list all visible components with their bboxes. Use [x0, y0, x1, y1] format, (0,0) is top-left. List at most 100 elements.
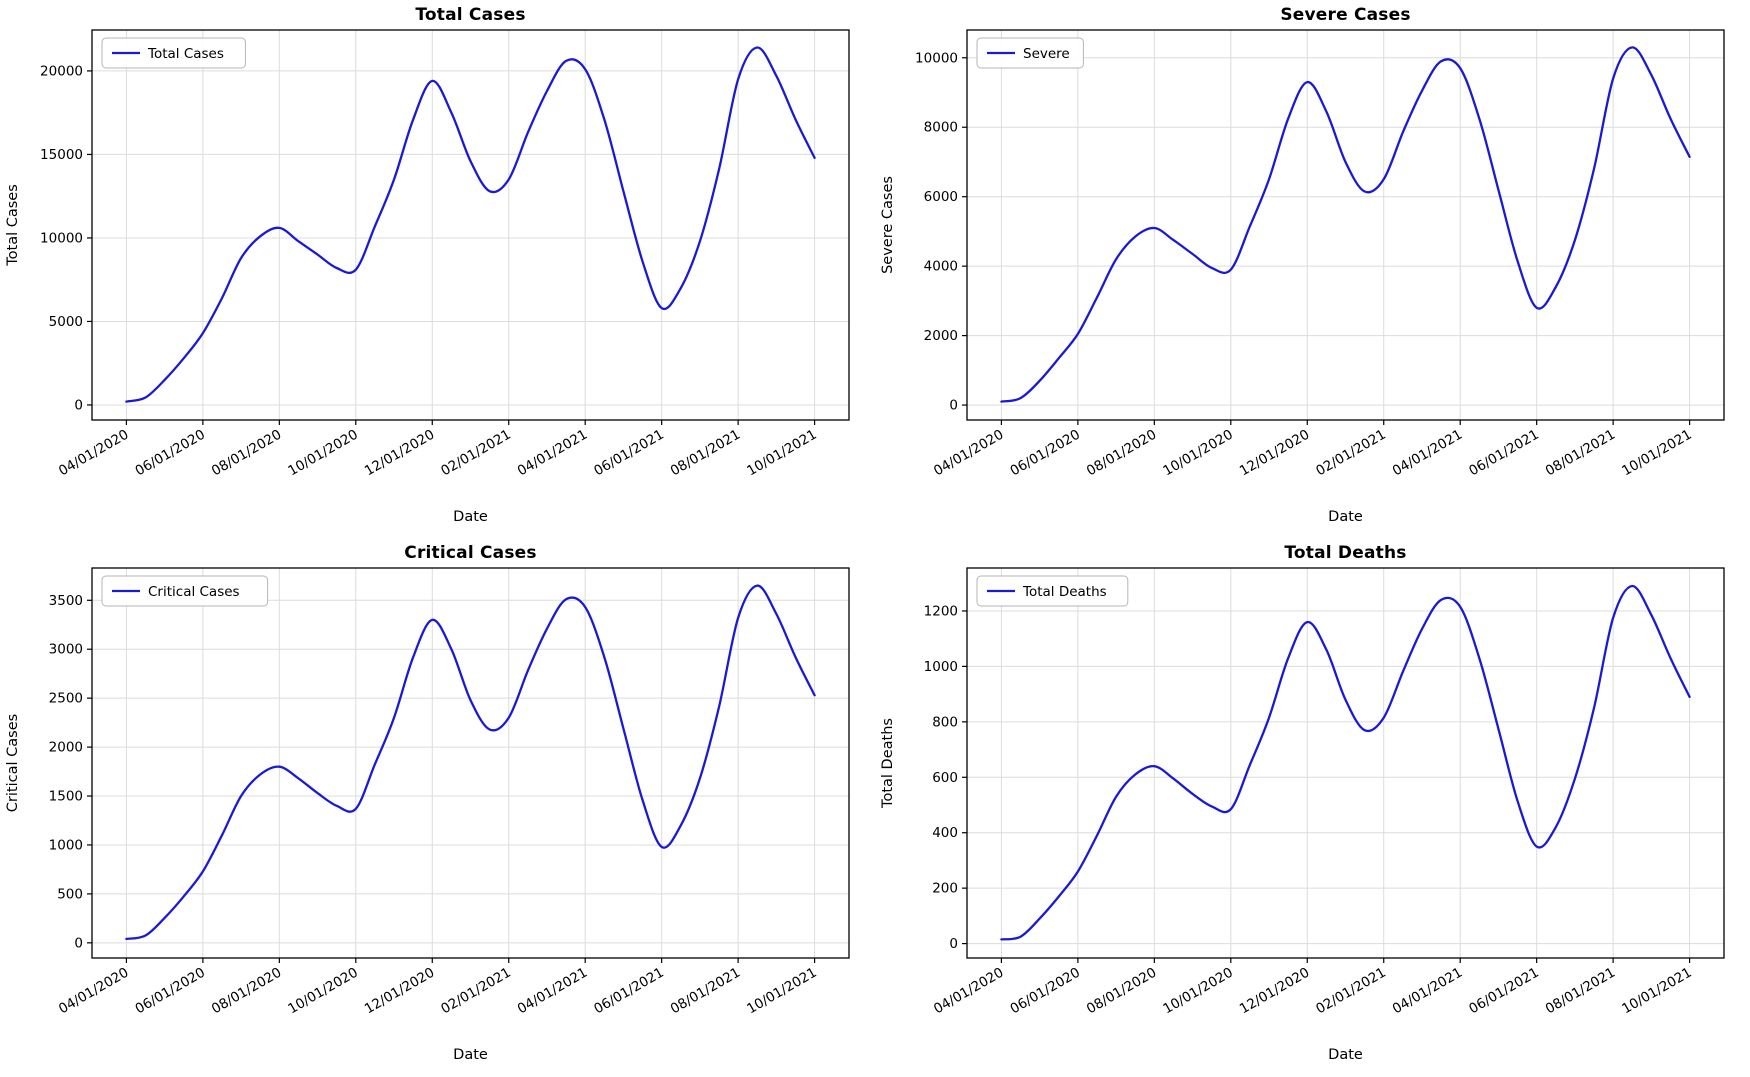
line-series — [1000, 584, 1691, 941]
y-tick-label: 2500 — [49, 691, 83, 707]
legend-label: Total Cases — [147, 46, 224, 62]
x-tick-label: 08/01/2021 — [668, 965, 743, 1018]
x-tick-label: 06/01/2021 — [591, 965, 666, 1018]
plot-area — [967, 568, 1724, 958]
chart-total-deaths: Total Deaths 04/01/2020 06/01/2020 08/01/2… — [875, 538, 1750, 1076]
y-tick-label: 5000 — [49, 314, 83, 330]
x-tick-label: 10/01/2021 — [744, 965, 819, 1018]
legend-box — [976, 575, 1129, 607]
x-tick-label: 08/01/2021 — [1543, 965, 1618, 1018]
legend-box — [101, 37, 246, 69]
y-axis-label: Total Deaths — [880, 718, 896, 809]
x-tick-label: 04/01/2020 — [56, 965, 131, 1018]
x-tick-label: 06/01/2021 — [1466, 965, 1541, 1018]
y-tick-label: 3500 — [49, 593, 83, 609]
y-tick-label: 1500 — [49, 789, 83, 805]
y-tick-label: 400 — [932, 825, 958, 841]
x-tick-label: 10/01/2020 — [285, 965, 360, 1018]
y-tick-label: 10000 — [915, 50, 958, 66]
y-tick-label: 0 — [949, 398, 958, 414]
chart-canvas: 04/01/2020 06/01/2020 08/01/2020 10/01/2020… — [880, 567, 1725, 1063]
chart-severe-cases: Severe Cases 04/01/2020 06/01/2020 08/01/2… — [875, 0, 1750, 538]
y-tick-label: 3000 — [49, 642, 83, 658]
y-tick-label: 2000 — [49, 740, 83, 756]
x-tick-label: 08/01/2020 — [1084, 427, 1159, 480]
chart-total-cases: Total Cases 04/01/2020 06/01/2020 08/01/20… — [0, 0, 875, 538]
x-axis-label: Date — [453, 509, 488, 525]
x-tick-label: 10/01/2020 — [285, 427, 360, 480]
x-tick-label: 08/01/2021 — [1543, 427, 1618, 480]
x-axis-label: Date — [453, 1047, 488, 1063]
x-tick-label: 04/01/2021 — [1390, 965, 1465, 1018]
x-tick-label: 06/01/2020 — [1008, 427, 1083, 480]
line-series — [125, 46, 816, 403]
x-tick-label: 06/01/2020 — [1008, 965, 1083, 1018]
legend-label: Total Deaths — [1022, 584, 1107, 600]
y-tick-label: 8000 — [924, 120, 958, 136]
x-tick-label: 06/01/2021 — [591, 427, 666, 480]
legend-label: Critical Cases — [148, 584, 240, 600]
x-tick-label: 02/01/2021 — [1313, 427, 1388, 480]
x-tick-label: 06/01/2020 — [133, 965, 208, 1018]
x-tick-label: 12/01/2020 — [1237, 965, 1312, 1018]
y-tick-label: 600 — [932, 770, 958, 786]
plot-border — [966, 29, 1725, 421]
legend-box — [976, 37, 1084, 69]
x-tick-label: 12/01/2020 — [362, 427, 437, 480]
x-tick-label: 10/01/2021 — [1619, 427, 1694, 480]
x-tick-label: 10/01/2020 — [1160, 965, 1235, 1018]
y-tick-label: 0 — [74, 397, 83, 413]
y-tick-label: 15000 — [40, 147, 83, 163]
chart-canvas: 04/01/2020 06/01/2020 08/01/2020 10/01/2020… — [5, 567, 850, 1063]
y-axis-label: Severe Cases — [880, 176, 896, 274]
x-tick-label: 08/01/2020 — [1084, 965, 1159, 1018]
y-tick-label: 1000 — [924, 659, 958, 675]
line-series — [1000, 46, 1691, 403]
x-tick-label: 10/01/2021 — [1619, 965, 1694, 1018]
x-tick-label: 04/01/2020 — [56, 427, 131, 480]
chart-critical-cases: Critical Cases 04/01/2020 06/01/2020 08/01… — [0, 538, 875, 1076]
plot-area — [92, 568, 849, 958]
plot-border — [91, 29, 850, 421]
y-tick-label: 0 — [74, 935, 83, 951]
x-tick-label: 12/01/2020 — [1237, 427, 1312, 480]
y-axis-label: Total Cases — [5, 184, 21, 267]
y-tick-label: 4000 — [924, 259, 958, 275]
x-tick-label: 08/01/2020 — [209, 965, 284, 1018]
y-tick-label: 2000 — [924, 328, 958, 344]
x-tick-label: 08/01/2021 — [668, 427, 743, 480]
y-tick-label: 20000 — [40, 63, 83, 79]
x-tick-label: 04/01/2020 — [931, 965, 1006, 1018]
y-tick-label: 800 — [932, 714, 958, 730]
x-tick-label: 04/01/2020 — [931, 427, 1006, 480]
y-tick-label: 200 — [932, 881, 958, 897]
plot-border — [966, 567, 1725, 959]
chart-canvas: 04/01/2020 06/01/2020 08/01/2020 10/01/2020… — [5, 29, 850, 525]
x-tick-label: 04/01/2021 — [515, 965, 590, 1018]
x-tick-label: 04/01/2021 — [515, 427, 590, 480]
legend-box — [101, 575, 269, 607]
x-tick-label: 12/01/2020 — [362, 965, 437, 1018]
x-tick-label: 02/01/2021 — [438, 965, 513, 1018]
plot-border — [91, 567, 850, 959]
x-axis-label: Date — [1328, 1047, 1363, 1063]
y-tick-label: 1000 — [49, 837, 83, 853]
x-tick-label: 02/01/2021 — [1313, 965, 1388, 1018]
chart-canvas: 04/01/2020 06/01/2020 08/01/2020 10/01/2020… — [880, 29, 1725, 525]
y-tick-label: 500 — [57, 886, 83, 902]
y-tick-label: 0 — [949, 936, 958, 952]
x-tick-label: 10/01/2020 — [1160, 427, 1235, 480]
legend-label: Severe — [1023, 46, 1070, 62]
y-tick-label: 1200 — [924, 603, 958, 619]
x-tick-label: 06/01/2021 — [1466, 427, 1541, 480]
x-tick-label: 10/01/2021 — [744, 427, 819, 480]
y-axis-label: Critical Cases — [5, 714, 21, 812]
line-series — [125, 584, 816, 941]
x-tick-label: 08/01/2020 — [209, 427, 284, 480]
plot-area — [967, 30, 1724, 420]
x-tick-label: 06/01/2020 — [133, 427, 208, 480]
x-tick-label: 04/01/2021 — [1390, 427, 1465, 480]
y-tick-label: 10000 — [40, 230, 83, 246]
x-tick-label: 02/01/2021 — [438, 427, 513, 480]
